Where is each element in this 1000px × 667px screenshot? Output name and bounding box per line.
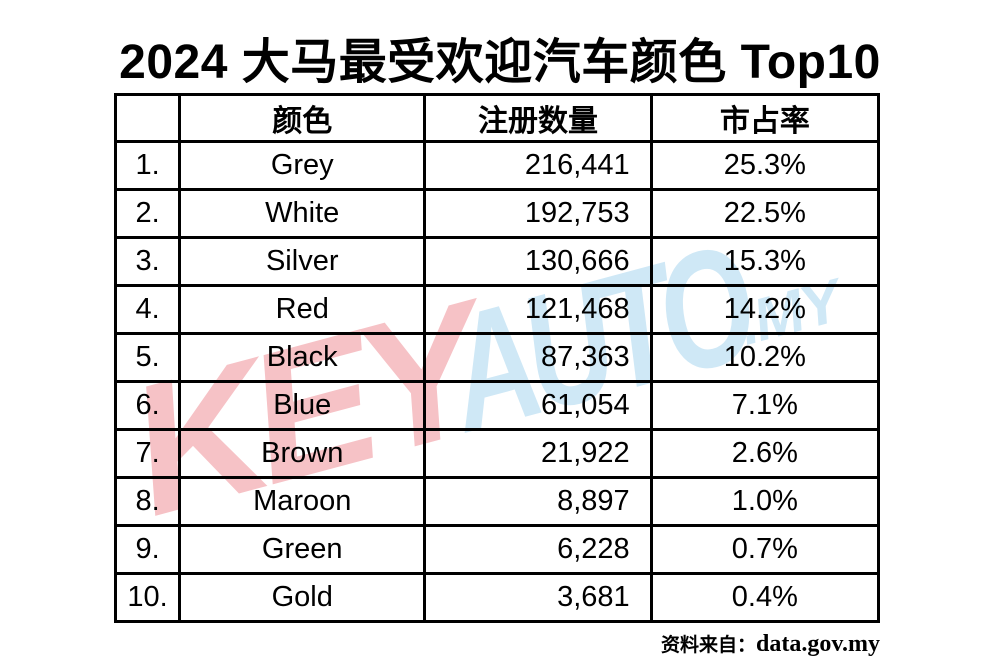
registrations-cell: 6,228 [423,524,653,575]
registrations-cell: 192,753 [423,188,653,239]
table-row-white: 2. White 192,753 22.5% [113,188,881,239]
color-cell: Silver [178,236,427,287]
color-cell: Grey [178,140,427,191]
share-cell: 10.2% [649,332,881,383]
share-cell: 0.7% [649,524,881,575]
registrations-cell: 87,363 [423,332,653,383]
header-market-share: 市占率 [649,93,881,143]
table-row-silver: 3. Silver 130,666 15.3% [113,236,881,287]
table-row-green: 9. Green 6,228 0.7% [113,524,881,575]
registrations-cell: 216,441 [423,140,653,191]
share-cell: 1.0% [649,476,881,527]
rank-cell: 5. [113,332,182,383]
page-title: 2024 大马最受欢迎汽车颜色 Top10 [119,36,881,89]
share-cell: 25.3% [649,140,881,191]
table-row-black: 5. Black 87,363 10.2% [113,332,881,383]
table-row-grey: 1. Grey 216,441 25.3% [113,140,881,191]
registrations-cell: 61,054 [423,380,653,431]
registrations-cell: 21,922 [423,428,653,479]
share-cell: 22.5% [649,188,881,239]
header-rank [113,93,182,143]
share-cell: 14.2% [649,284,881,335]
rank-cell: 4. [113,284,182,335]
registrations-cell: 121,468 [423,284,653,335]
rank-cell: 2. [113,188,182,239]
registrations-cell: 8,897 [423,476,653,527]
table-row-brown: 7. Brown 21,922 2.6% [113,428,881,479]
color-cell: Blue [178,380,427,431]
rank-cell: 7. [113,428,182,479]
color-cell: Maroon [178,476,427,527]
source-label: 资料来自： [660,635,756,656]
rank-cell: 8. [113,476,182,527]
share-cell: 7.1% [649,380,881,431]
color-cell: Gold [178,572,427,623]
table-row-red: 4. Red 121,468 14.2% [113,284,881,335]
rank-cell: 6. [113,380,182,431]
table-row-maroon: 8. Maroon 8,897 1.0% [113,476,881,527]
header-color: 颜色 [178,93,427,143]
rank-cell: 1. [113,140,182,191]
source-note: 资料来自：data.gov.my [661,630,880,658]
table-header-row: 颜色 注册数量 市占率 [113,93,881,143]
color-cell: Brown [178,428,427,479]
rank-cell: 9. [113,524,182,575]
header-registrations: 注册数量 [423,93,653,143]
rank-cell: 3. [113,236,182,287]
share-cell: 2.6% [649,428,881,479]
share-cell: 15.3% [649,236,881,287]
color-cell: Green [178,524,427,575]
car-color-ranking-table: 颜色 注册数量 市占率 1. Grey 216,441 25.3% 2. Whi… [113,93,881,623]
source-value: data.gov.my [755,631,880,657]
color-cell: Red [178,284,427,335]
table-row-blue: 6. Blue 61,054 7.1% [113,380,881,431]
color-cell: Black [178,332,427,383]
registrations-cell: 3,681 [423,572,653,623]
table-row-gold: 10. Gold 3,681 0.4% [113,572,881,623]
rank-cell: 10. [113,572,182,623]
registrations-cell: 130,666 [423,236,653,287]
share-cell: 0.4% [649,572,881,623]
color-cell: White [178,188,427,239]
